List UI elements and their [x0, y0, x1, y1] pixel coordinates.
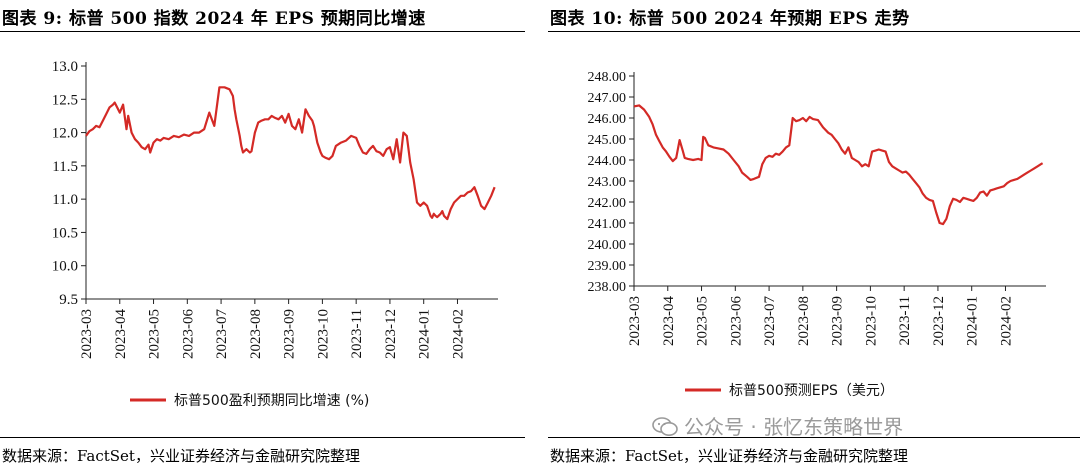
fig10-x-tick-label: 2023-04	[661, 296, 677, 346]
wechat-watermark: 公众号 · 张忆东策略世界	[652, 411, 903, 440]
fig9-y-tick-label: 12.5	[52, 92, 78, 108]
fig9-y-tick-label: 12.0	[52, 126, 78, 142]
fig9-x-tick-label: 2023-03	[79, 309, 95, 359]
fig9-x-tick-label: 2023-11	[349, 309, 365, 358]
figure-9-source-rule	[0, 437, 525, 438]
fig9-x-tick-label: 2023-10	[315, 309, 331, 359]
fig10-y-tick-label: 242.00	[588, 196, 627, 211]
fig10-x-tick-label: 2023-03	[627, 296, 643, 346]
fig10-y-tick-label: 245.00	[588, 133, 627, 148]
fig10-x-tick-label: 2023-09	[830, 296, 846, 346]
wechat-icon	[652, 417, 678, 436]
fig10-x-tick-label: 2023-10	[863, 296, 879, 346]
fig9-x-tick-label: 2023-04	[113, 309, 129, 359]
fig9-legend-label: 标普500盈利预期同比增速 (%)	[174, 393, 369, 409]
fig10-y-tick-label: 243.00	[588, 175, 627, 190]
fig10-y-tick-label: 244.00	[588, 154, 627, 169]
fig9-y-tick-label: 10.0	[52, 259, 78, 275]
fig10-y-tick-label: 247.00	[588, 91, 627, 106]
fig10-y-tick-label: 248.00	[588, 70, 627, 85]
figure-10-source-rule	[548, 437, 1080, 438]
fig10-x-tick-label: 2023-12	[931, 296, 947, 346]
fig9-y-tick-label: 11.5	[52, 159, 78, 175]
fig10-x-tick-label: 2023-06	[728, 296, 744, 346]
figure-10-chart: 248.00 247.00 246.00 245.00 244.00 243.00 242.…	[588, 70, 1046, 399]
fig9-x-tick-label: 2024-01	[417, 309, 433, 359]
figure-9-panel: 图表 9: 标普 500 指数 2024 年 EPS 预期同比增速 13.0 12…	[0, 0, 525, 473]
figure-10-title: 图表 10: 标普 500 2024 年预期 EPS 走势	[550, 9, 910, 29]
fig10-y-tick-label: 238.00	[588, 280, 627, 295]
fig9-x-tick-label: 2023-07	[214, 309, 230, 359]
figure-10-source: 数据来源：FactSet，兴业证券经济与金融研究院整理	[550, 447, 908, 465]
fig10-x-tick-label: 2023-07	[762, 296, 778, 346]
fig9-x-tick-label: 2023-08	[248, 309, 264, 359]
fig9-x-tick-label: 2024-02	[450, 309, 466, 359]
figure-10-title-rule	[548, 31, 1080, 32]
figure-9-source: 数据来源：FactSet，兴业证券经济与金融研究院整理	[2, 447, 360, 465]
fig10-x-tick-label: 2024-01	[965, 296, 981, 346]
fig10-y-tick-label: 241.00	[588, 217, 627, 232]
fig10-y-tick-label: 240.00	[588, 238, 627, 253]
watermark-text: 公众号 · 张忆东策略世界	[684, 415, 904, 439]
fig10-x-tick-label: 2023-05	[695, 296, 711, 346]
fig10-series-line	[633, 104, 1044, 226]
figure-9-title: 图表 9: 标普 500 指数 2024 年 EPS 预期同比增速	[2, 9, 426, 29]
fig9-x-tick-label: 2023-06	[180, 309, 196, 359]
fig9-y-tick-label: 10.5	[52, 225, 78, 241]
fig9-series-line	[85, 86, 496, 221]
fig9-x-tick-label: 2023-12	[383, 309, 399, 359]
fig10-x-tick-label: 2024-02	[998, 296, 1014, 346]
figure-9-title-rule	[0, 31, 525, 32]
fig9-x-tick-label: 2023-05	[147, 309, 163, 359]
fig10-x-tick-label: 2023-08	[796, 296, 812, 346]
fig10-y-tick-label: 239.00	[588, 259, 627, 274]
fig9-y-tick-label: 9.5	[59, 292, 78, 308]
fig9-y-tick-label: 13.0	[52, 59, 78, 75]
figure-10-panel: 图表 10: 标普 500 2024 年预期 EPS 走势 248.00 247.…	[548, 0, 1080, 473]
fig10-legend-label: 标普500预测EPS（美元）	[729, 383, 894, 399]
fig9-x-tick-label: 2023-09	[282, 309, 298, 359]
fig9-y-tick-label: 11.0	[52, 192, 78, 208]
fig10-x-tick-label: 2023-11	[897, 296, 913, 345]
fig10-y-tick-label: 246.00	[588, 112, 627, 127]
